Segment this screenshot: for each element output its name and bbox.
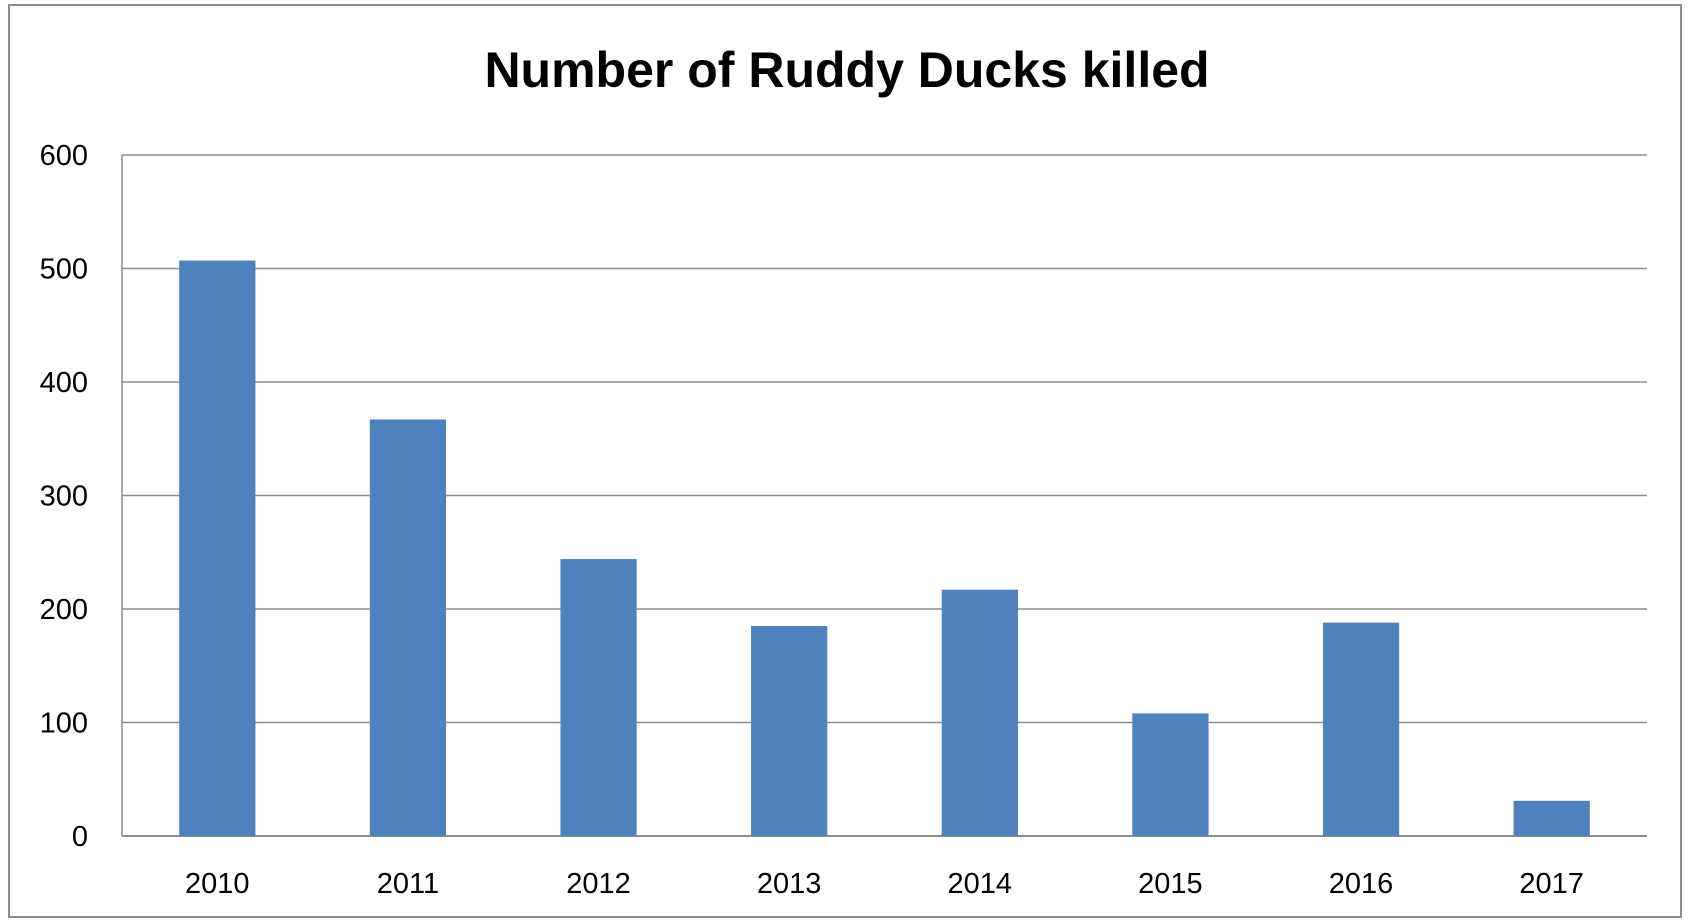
bar-2016 [1322,622,1400,836]
bar-2012 [560,559,637,836]
gridlines [121,154,1647,837]
y-tick-label: 100 [40,708,88,740]
bar-2014 [941,589,1018,836]
y-tick-label: 400 [40,367,88,399]
x-tick-label: 2011 [377,868,439,900]
x-tick-label: 2017 [1519,868,1584,900]
x-tick-label: 2016 [1329,868,1394,900]
y-tick-label: 0 [72,821,88,853]
x-tick-label: 2013 [757,868,822,900]
x-axis-tick-labels: 2010 2011 2012 2013 2014 2015 2016 2017 [185,868,1584,900]
chart-title: Number of Ruddy Ducks killed [484,42,1210,98]
bars [179,260,1590,836]
x-tick-label: 2015 [1138,868,1203,900]
bar-2010 [179,260,256,836]
y-tick-label: 300 [40,481,88,513]
bar-2011 [369,419,447,836]
y-tick-label: 600 [40,140,88,172]
bar-2017 [1513,800,1590,836]
x-tick-label: 2010 [185,868,250,900]
y-axis-tick-labels: 0 100 200 300 400 500 600 [40,140,88,853]
y-tick-label: 200 [40,594,88,626]
bar-2015 [1132,713,1209,836]
x-tick-label: 2014 [948,868,1013,900]
chart-frame: Number of Ruddy Ducks killed [8,4,1682,918]
x-tick-label: 2012 [566,868,631,900]
bar-2013 [751,626,828,836]
y-tick-label: 500 [40,254,88,286]
